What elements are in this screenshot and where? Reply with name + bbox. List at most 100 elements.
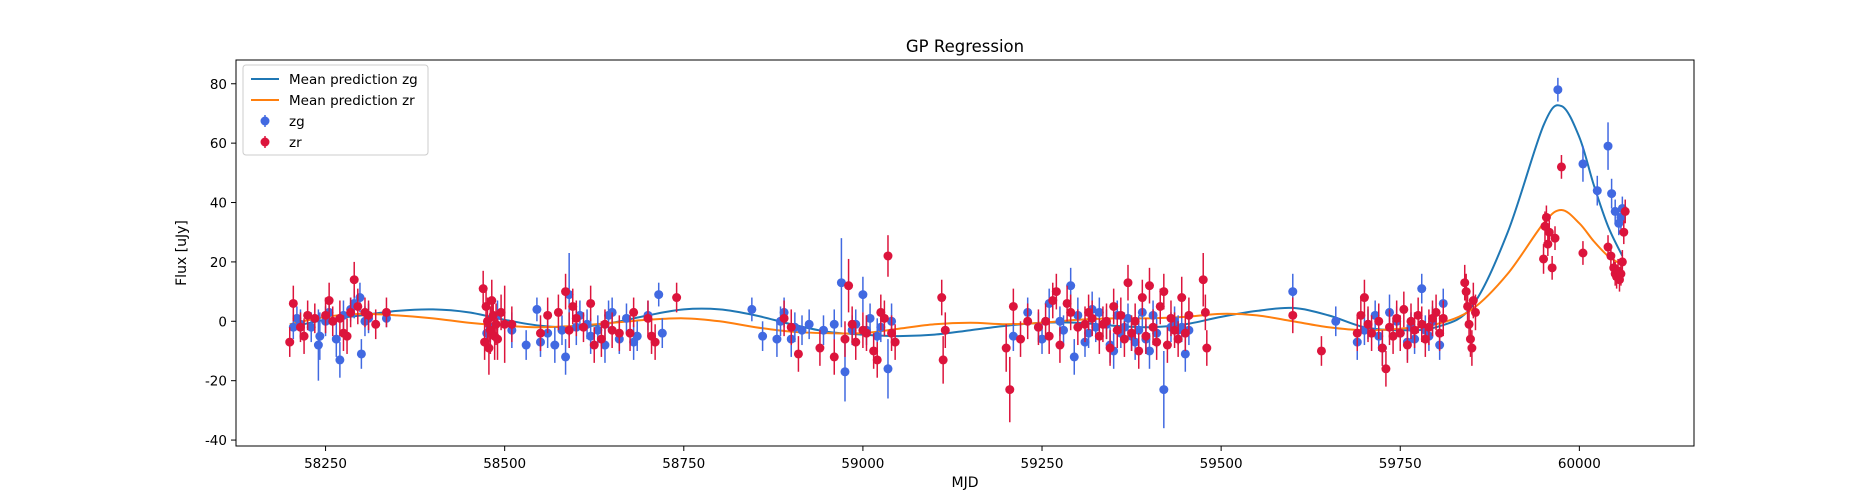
y-tick-label: -20 bbox=[205, 374, 227, 390]
data-point-zr bbox=[1008, 301, 1018, 311]
data-point-zr bbox=[1316, 346, 1326, 356]
data-point-zr bbox=[1048, 296, 1058, 306]
data-point-zr bbox=[1461, 287, 1471, 297]
data-point-zg bbox=[313, 340, 323, 350]
data-point-zr bbox=[1127, 328, 1137, 338]
data-point-zr bbox=[500, 319, 510, 329]
data-point-zr bbox=[561, 287, 571, 297]
data-point-zr bbox=[285, 337, 295, 347]
data-point-zg bbox=[1159, 385, 1169, 395]
data-point-zr bbox=[879, 313, 889, 323]
data-point-zg bbox=[1055, 316, 1065, 326]
legend-label: Mean prediction zg bbox=[289, 72, 418, 88]
data-point-zr bbox=[1465, 334, 1475, 344]
data-point-zr bbox=[1116, 310, 1126, 320]
data-point-zr bbox=[1062, 298, 1072, 308]
data-point-zr bbox=[1148, 322, 1158, 332]
data-point-zg bbox=[1603, 141, 1613, 151]
data-point-zg bbox=[521, 340, 531, 350]
data-point-zr bbox=[1402, 340, 1412, 350]
data-point-zr bbox=[1541, 212, 1551, 222]
data-point-zg bbox=[1134, 325, 1144, 335]
y-tick-label: 60 bbox=[210, 136, 227, 152]
data-point-zr bbox=[1180, 328, 1190, 338]
data-point-zr bbox=[643, 313, 653, 323]
data-point-zr bbox=[1352, 328, 1362, 338]
data-point-zr bbox=[786, 322, 796, 332]
data-point-zr bbox=[1363, 319, 1373, 329]
data-point-zr bbox=[1413, 310, 1423, 320]
data-point-zr bbox=[589, 340, 599, 350]
legend: Mean prediction zg Mean prediction zr zg zr bbox=[242, 64, 429, 156]
data-point-zg bbox=[1607, 189, 1617, 199]
data-point-zg bbox=[331, 334, 341, 344]
data-point-zg bbox=[883, 364, 893, 374]
legend-point-marker bbox=[260, 137, 270, 147]
data-point-zr bbox=[484, 343, 494, 353]
legend-label: Mean prediction zr bbox=[289, 93, 415, 109]
data-point-zr bbox=[625, 328, 635, 338]
data-point-zr bbox=[596, 334, 606, 344]
data-point-zr bbox=[1094, 331, 1104, 341]
data-point-zr bbox=[310, 313, 320, 323]
data-point-zr bbox=[1152, 337, 1162, 347]
data-point-zg bbox=[288, 322, 298, 332]
data-point-zr bbox=[1123, 278, 1133, 288]
data-point-zr bbox=[1109, 301, 1119, 311]
data-point-zg bbox=[335, 355, 345, 365]
data-point-zg bbox=[550, 340, 560, 350]
data-point-zr bbox=[650, 337, 660, 347]
x-tick-label: 58750 bbox=[662, 456, 705, 472]
data-point-zg bbox=[621, 313, 631, 323]
data-point-zg bbox=[1578, 159, 1588, 169]
data-point-zr bbox=[1406, 316, 1416, 326]
data-point-zr bbox=[937, 293, 947, 303]
data-point-zg bbox=[1084, 328, 1094, 338]
data-point-zr bbox=[1374, 316, 1384, 326]
data-point-zr bbox=[1420, 334, 1430, 344]
data-point-zr bbox=[1556, 162, 1566, 172]
data-point-zr bbox=[1460, 278, 1470, 288]
data-point-zr bbox=[346, 307, 356, 317]
data-point-zg bbox=[804, 319, 814, 329]
data-point-zg bbox=[1123, 313, 1133, 323]
data-point-zg bbox=[1069, 352, 1079, 362]
data-point-zr bbox=[324, 296, 334, 306]
series-points-zr bbox=[285, 155, 1630, 423]
data-point-zr bbox=[1578, 248, 1588, 258]
data-point-zr bbox=[1177, 293, 1187, 303]
data-point-zr bbox=[1112, 325, 1122, 335]
data-point-zr bbox=[1137, 293, 1147, 303]
axes: 58250 58500 58750 59000 59250 59500 59750 60000… bbox=[205, 59, 1695, 472]
data-point-zr bbox=[779, 313, 789, 323]
data-point-zr bbox=[1202, 343, 1212, 353]
data-point-zg bbox=[561, 352, 571, 362]
data-point-zr bbox=[629, 307, 639, 317]
data-point-zg bbox=[1331, 316, 1341, 326]
data-point-zg bbox=[818, 325, 828, 335]
x-tick-label: 59250 bbox=[1021, 456, 1064, 472]
data-point-zg bbox=[315, 331, 325, 341]
data-point-zr bbox=[829, 352, 839, 362]
data-point-zr bbox=[1105, 343, 1115, 353]
data-point-zr bbox=[840, 334, 850, 344]
data-point-zr bbox=[1392, 313, 1402, 323]
data-point-zr bbox=[1155, 301, 1165, 311]
y-tick-label: 20 bbox=[210, 255, 227, 271]
data-point-zr bbox=[1359, 293, 1369, 303]
data-point-zr bbox=[335, 313, 345, 323]
data-point-zg bbox=[865, 313, 875, 323]
data-point-zr bbox=[535, 328, 545, 338]
data-point-zr bbox=[1399, 304, 1409, 314]
data-point-zg bbox=[356, 349, 366, 359]
data-point-zr bbox=[1001, 343, 1011, 353]
data-point-zr bbox=[496, 307, 506, 317]
x-tick-label: 59000 bbox=[841, 456, 884, 472]
data-point-zr bbox=[869, 346, 879, 356]
data-point-zr bbox=[672, 293, 682, 303]
chart-title: GP Regression bbox=[906, 37, 1024, 56]
data-point-zr bbox=[381, 307, 391, 317]
data-point-zg bbox=[657, 328, 667, 338]
data-point-zr bbox=[1166, 313, 1176, 323]
data-point-zr bbox=[1087, 313, 1097, 323]
